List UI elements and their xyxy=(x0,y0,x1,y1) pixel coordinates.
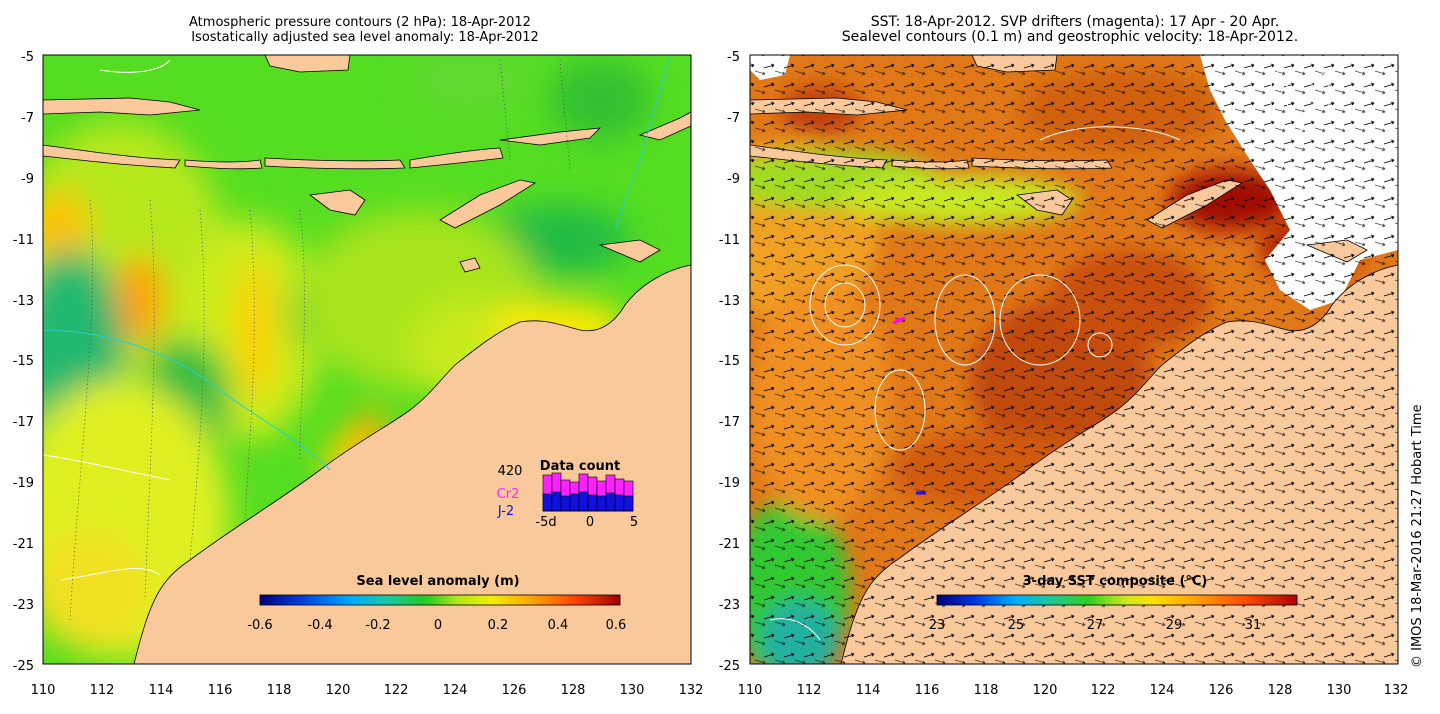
lat-tick: -25 xyxy=(719,659,740,674)
sst-map-frame xyxy=(749,54,1399,665)
lon-tick: 118 xyxy=(974,683,999,698)
sat-1-label: Cr2 xyxy=(497,487,520,502)
lat-tick: -7 xyxy=(21,111,34,126)
left-title-line2: Isostatically adjusted sea level anomaly… xyxy=(191,30,539,45)
sla-isolines xyxy=(43,59,171,581)
sla-map xyxy=(43,55,691,664)
lon-tick: 112 xyxy=(90,683,115,698)
lon-tick: 118 xyxy=(267,683,292,698)
lat-tick: -9 xyxy=(727,172,740,187)
lon-tick: 132 xyxy=(679,683,704,698)
data-count-inset: Data count 420 Cr2 J-2 -5d xyxy=(497,459,638,530)
lon-tick: 120 xyxy=(1033,683,1058,698)
lon-tick: 130 xyxy=(1327,683,1352,698)
lon-tick: 112 xyxy=(797,683,822,698)
sst-colorbar-gradient xyxy=(936,594,1298,606)
lon-tick: 124 xyxy=(443,683,468,698)
sla-colorbar-title: Sea level anomaly (m) xyxy=(356,574,519,589)
lat-tick: -15 xyxy=(13,354,34,369)
lat-tick: -23 xyxy=(719,598,740,613)
lon-tick: 130 xyxy=(620,683,645,698)
lon-tick: 124 xyxy=(1150,683,1175,698)
sla-colorbar-gradient xyxy=(259,594,621,606)
left-lat-axis: -5 -7 -9 -11 -13 -15 -17 -19 -21 -23 -25 xyxy=(13,50,34,674)
sea-level-contours xyxy=(769,59,1331,641)
lat-tick: -11 xyxy=(13,233,34,248)
lat-tick: -15 xyxy=(719,354,740,369)
lat-tick: -5 xyxy=(727,50,740,65)
lon-tick: 122 xyxy=(1091,683,1116,698)
data-count-bars xyxy=(542,472,634,512)
pressure-lines-cyan xyxy=(43,55,671,471)
sla-colorbar-tick: 0.4 xyxy=(548,618,569,633)
svp-drifter xyxy=(892,316,906,325)
right-lon-axis: 110 112 114 116 118 120 122 124 126 128 … xyxy=(738,683,1409,698)
lon-tick: 116 xyxy=(208,683,233,698)
lon-tick: 120 xyxy=(326,683,351,698)
sst-colorbar-tick: 31 xyxy=(1245,618,1262,633)
lat-tick: -9 xyxy=(21,172,34,187)
lat-tick: -5 xyxy=(21,50,34,65)
lon-tick: 116 xyxy=(915,683,940,698)
lat-tick: -7 xyxy=(727,111,740,126)
islands xyxy=(43,55,691,273)
sst-colorbar-tick: 25 xyxy=(1008,618,1025,633)
lat-tick: -21 xyxy=(719,537,740,552)
pressure-contours xyxy=(69,59,571,621)
sst-colorbar-tick: 29 xyxy=(1166,618,1183,633)
lat-tick: -21 xyxy=(13,537,34,552)
left-lon-axis: 110 112 114 116 118 120 122 124 126 128 … xyxy=(31,683,704,698)
lat-tick: -17 xyxy=(719,415,740,430)
lat-tick: -11 xyxy=(719,233,740,248)
sla-colorbar-tick: 0.2 xyxy=(488,618,509,633)
lat-tick: -13 xyxy=(13,294,34,309)
lon-tick: 126 xyxy=(502,683,527,698)
sst-colorbar: 3-day SST composite (°C) 23 25 27 29 31 xyxy=(929,574,1298,633)
right-lat-axis: -5 -7 -9 -11 -13 -15 -17 -19 -21 -23 -25 xyxy=(719,50,740,674)
lat-tick: -23 xyxy=(13,598,34,613)
lon-tick: 128 xyxy=(561,683,586,698)
lon-tick: 128 xyxy=(1268,683,1293,698)
sla-map-frame xyxy=(42,54,692,665)
data-count-title: Data count xyxy=(540,459,620,474)
lat-tick: -19 xyxy=(719,476,740,491)
lon-tick: 126 xyxy=(1209,683,1234,698)
data-count-tick: -5d xyxy=(535,515,556,530)
data-count-total: 420 xyxy=(498,464,523,479)
sst-colorbar-tick: 23 xyxy=(929,618,946,633)
right-title-line1: SST: 18-Apr-2012. SVP drifters (magenta)… xyxy=(871,14,1279,30)
sst-colorbar-tick: 27 xyxy=(1087,618,1104,633)
sla-colorbar-tick: 0.6 xyxy=(606,618,627,633)
left-title: Atmospheric pressure contours (2 hPa): 1… xyxy=(189,15,539,45)
imos-credit: © IMOS 18-Mar-2016 21:27 Hobart Time xyxy=(1410,404,1425,668)
sla-colorbar-tick: 0 xyxy=(434,618,442,633)
lat-tick: -25 xyxy=(13,659,34,674)
sla-colorbar: Sea level anomaly (m) -0.6 -0.4 -0.2 0 0… xyxy=(247,574,626,633)
sla-colorbar-tick: -0.6 xyxy=(247,618,272,633)
australia-landmass xyxy=(133,264,691,664)
sst-colorbar-title: 3-day SST composite (°C) xyxy=(1023,574,1208,589)
lon-tick: 114 xyxy=(149,683,174,698)
lon-tick: 110 xyxy=(31,683,56,698)
lon-tick: 114 xyxy=(856,683,881,698)
lon-tick: 132 xyxy=(1384,683,1409,698)
sla-colorbar-tick: -0.4 xyxy=(307,618,332,633)
data-count-tick: 5 xyxy=(630,515,638,530)
lon-tick: 122 xyxy=(384,683,409,698)
right-title: SST: 18-Apr-2012. SVP drifters (magenta)… xyxy=(842,14,1298,45)
lat-tick: -13 xyxy=(719,294,740,309)
geostrophic-velocity-arrows-2 xyxy=(750,55,1398,664)
lon-tick: 110 xyxy=(738,683,763,698)
left-title-line1: Atmospheric pressure contours (2 hPa): 1… xyxy=(189,15,531,30)
data-count-tick: 0 xyxy=(586,515,594,530)
lat-tick: -19 xyxy=(13,476,34,491)
sat-2-label: J-2 xyxy=(497,504,514,519)
sst-map xyxy=(750,55,1398,664)
lat-tick: -17 xyxy=(13,415,34,430)
sla-colorbar-tick: -0.2 xyxy=(365,618,390,633)
right-title-line2: Sealevel contours (0.1 m) and geostrophi… xyxy=(842,29,1298,45)
